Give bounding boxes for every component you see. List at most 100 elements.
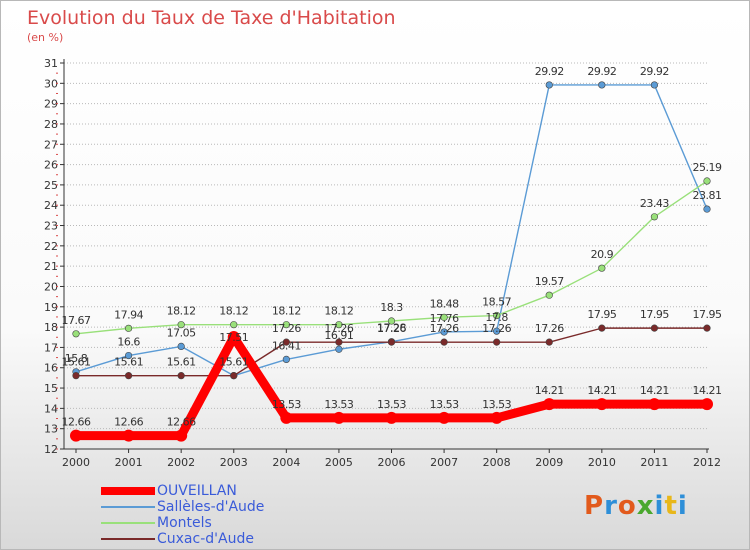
data-point xyxy=(282,355,290,364)
data-point xyxy=(701,398,713,411)
data-point xyxy=(177,321,185,329)
logo-letter: o xyxy=(617,491,637,521)
data-point xyxy=(387,338,396,346)
chart-title: Evolution du Taux de Taxe d'Habitation xyxy=(27,7,396,29)
logo-letter: P xyxy=(584,491,605,521)
data-label: 16.41 xyxy=(272,339,301,352)
legend-label: Montels xyxy=(157,515,212,531)
data-label: 23.43 xyxy=(640,197,669,210)
data-point xyxy=(598,264,606,272)
data-point xyxy=(124,351,133,360)
data-label: 17.05 xyxy=(167,326,196,339)
data-point xyxy=(490,411,503,424)
x-tick-label: 2012 xyxy=(693,456,721,469)
data-point xyxy=(335,321,343,329)
data-point xyxy=(332,411,345,424)
x-tick-label: 2010 xyxy=(588,456,616,469)
data-label: 18.48 xyxy=(430,297,459,310)
data-point xyxy=(440,313,448,321)
data-point xyxy=(72,330,80,338)
logo-letter: r xyxy=(604,491,618,521)
data-label: 17.94 xyxy=(114,308,143,321)
x-tick-label: 2000 xyxy=(62,456,90,469)
y-tick-label: 30 xyxy=(44,77,58,90)
data-point xyxy=(335,338,343,346)
y-tick-label: 14 xyxy=(44,402,58,415)
data-label: 17.8 xyxy=(485,311,508,324)
data-label: 15.61 xyxy=(167,356,196,369)
data-point xyxy=(703,177,711,185)
legend-label: Cuxac-d'Aude xyxy=(157,531,254,547)
legend-swatch xyxy=(101,522,155,524)
data-label: 16.6 xyxy=(117,336,140,349)
legend-swatch xyxy=(101,538,155,540)
x-tick-label: 2011 xyxy=(640,456,668,469)
data-label: 15.8 xyxy=(65,352,88,365)
legend-swatch xyxy=(101,487,155,495)
logo-letter: i xyxy=(654,491,665,521)
y-tick-label: 15 xyxy=(44,382,58,395)
data-label: 14.21 xyxy=(693,384,722,397)
data-label: 17.26 xyxy=(324,322,353,335)
data-point xyxy=(440,338,448,346)
data-point xyxy=(230,321,238,329)
data-label: 23.81 xyxy=(693,189,722,202)
data-label: 12.66 xyxy=(167,416,196,429)
data-label: 17.95 xyxy=(640,308,669,321)
data-point xyxy=(177,342,185,351)
data-label: 29.92 xyxy=(640,65,669,78)
data-label: 17.76 xyxy=(430,312,459,325)
data-label: 17.26 xyxy=(377,322,406,335)
data-label: 18.12 xyxy=(219,305,248,318)
data-label: 17.26 xyxy=(482,322,511,335)
data-label: 20.9 xyxy=(591,248,614,261)
data-label: 13.53 xyxy=(377,398,406,411)
x-tick-label: 2009 xyxy=(535,456,563,469)
data-point xyxy=(543,398,556,411)
data-point xyxy=(595,398,608,411)
data-point xyxy=(545,338,553,346)
data-label: 15.61 xyxy=(219,356,248,369)
data-point xyxy=(650,213,659,221)
y-tick-label: 24 xyxy=(44,199,58,212)
y-tick-label: 26 xyxy=(44,159,58,172)
data-point xyxy=(72,372,80,380)
x-tick-label: 2001 xyxy=(115,456,143,469)
data-point xyxy=(493,311,501,320)
x-tick-label: 2008 xyxy=(483,456,511,469)
data-point xyxy=(335,345,343,353)
data-label: 17.26 xyxy=(430,322,459,335)
data-point xyxy=(650,81,659,89)
logo-letter: i xyxy=(677,491,688,521)
data-label: 29.92 xyxy=(535,65,564,78)
data-point xyxy=(227,331,240,344)
data-point xyxy=(175,429,188,442)
x-tick-label: 2002 xyxy=(167,456,195,469)
data-label: 25.19 xyxy=(693,161,722,174)
x-tick-label: 2007 xyxy=(430,456,458,469)
data-label: 14.21 xyxy=(535,384,564,397)
data-point xyxy=(440,328,448,336)
data-point xyxy=(545,81,553,89)
data-label: 18.57 xyxy=(482,296,511,309)
data-point xyxy=(650,324,659,332)
data-label: 13.53 xyxy=(324,398,353,411)
data-label: 14.21 xyxy=(640,384,669,397)
y-tick-label: 16 xyxy=(44,362,58,375)
data-label: 13.53 xyxy=(482,398,511,411)
data-point xyxy=(385,411,398,424)
data-label: 15.61 xyxy=(62,356,91,369)
data-label: 19.57 xyxy=(535,275,564,288)
data-label: 18.12 xyxy=(324,305,353,318)
y-tick-label: 21 xyxy=(44,260,58,273)
data-point xyxy=(387,317,396,325)
data-label: 17.26 xyxy=(272,322,301,335)
y-tick-label: 12 xyxy=(44,443,58,456)
data-point xyxy=(493,338,501,346)
data-point xyxy=(598,81,606,89)
y-tick-label: 17 xyxy=(44,341,58,354)
logo-letter: t xyxy=(664,491,678,521)
data-point xyxy=(70,429,82,442)
data-point xyxy=(280,411,293,424)
data-point xyxy=(124,324,133,332)
